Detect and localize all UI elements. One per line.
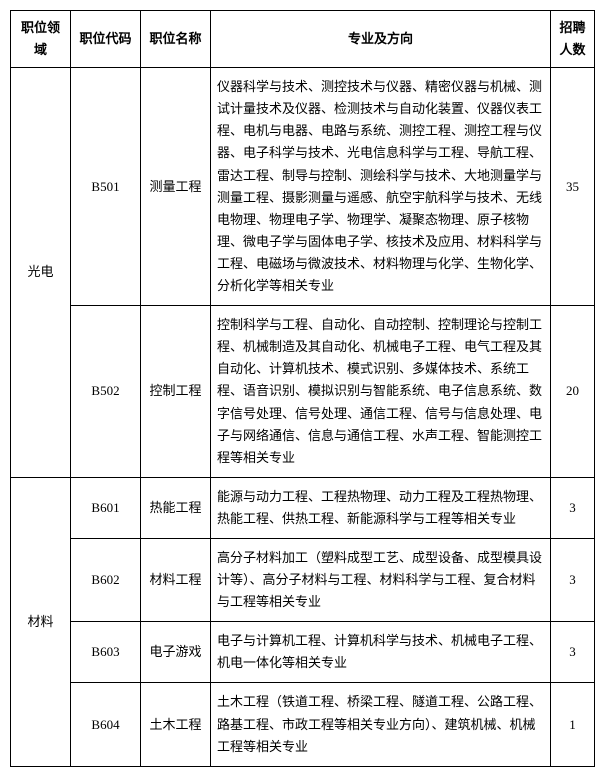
cell-name: 热能工程	[141, 477, 211, 538]
cell-name: 土木工程	[141, 683, 211, 766]
cell-field: 材料	[11, 477, 71, 766]
cell-major: 高分子材料加工（塑料成型工艺、成型设备、成型模具设计等）、高分子材料与工程、材料…	[211, 538, 551, 621]
cell-major: 能源与动力工程、工程热物理、动力工程及工程热物理、热能工程、供热工程、新能源科学…	[211, 477, 551, 538]
header-field: 职位领域	[11, 11, 71, 68]
cell-count: 3	[551, 477, 595, 538]
cell-code: B502	[71, 306, 141, 478]
cell-field: 光电	[11, 68, 71, 478]
header-name: 职位名称	[141, 11, 211, 68]
cell-code: B603	[71, 622, 141, 683]
cell-major: 仪器科学与技术、测控技术与仪器、精密仪器与机械、测试计量技术及仪器、检测技术与自…	[211, 68, 551, 306]
cell-major: 控制科学与工程、自动化、自动控制、控制理论与控制工程、机械制造及其自动化、机械电…	[211, 306, 551, 478]
cell-code: B602	[71, 538, 141, 621]
header-row: 职位领域 职位代码 职位名称 专业及方向 招聘人数	[11, 11, 595, 68]
cell-major: 土木工程（铁道工程、桥梁工程、隧道工程、公路工程、路基工程、市政工程等相关专业方…	[211, 683, 551, 766]
cell-count: 35	[551, 68, 595, 306]
cell-code: B501	[71, 68, 141, 306]
cell-code: B601	[71, 477, 141, 538]
cell-count: 3	[551, 538, 595, 621]
cell-major: 电子与计算机工程、计算机科学与技术、机械电子工程、机电一体化等相关专业	[211, 622, 551, 683]
cell-code: B604	[71, 683, 141, 766]
header-code: 职位代码	[71, 11, 141, 68]
table-row: 光电 B501 测量工程 仪器科学与技术、测控技术与仪器、精密仪器与机械、测试计…	[11, 68, 595, 306]
table-row: B603 电子游戏 电子与计算机工程、计算机科学与技术、机械电子工程、机电一体化…	[11, 622, 595, 683]
cell-name: 控制工程	[141, 306, 211, 478]
header-count: 招聘人数	[551, 11, 595, 68]
cell-count: 3	[551, 622, 595, 683]
cell-name: 测量工程	[141, 68, 211, 306]
cell-name: 电子游戏	[141, 622, 211, 683]
job-table: 职位领域 职位代码 职位名称 专业及方向 招聘人数 光电 B501 测量工程 仪…	[10, 10, 595, 767]
table-row: B602 材料工程 高分子材料加工（塑料成型工艺、成型设备、成型模具设计等）、高…	[11, 538, 595, 621]
header-major: 专业及方向	[211, 11, 551, 68]
table-row: B502 控制工程 控制科学与工程、自动化、自动控制、控制理论与控制工程、机械制…	[11, 306, 595, 478]
cell-count: 20	[551, 306, 595, 478]
table-row: 材料 B601 热能工程 能源与动力工程、工程热物理、动力工程及工程热物理、热能…	[11, 477, 595, 538]
cell-count: 1	[551, 683, 595, 766]
table-row: B604 土木工程 土木工程（铁道工程、桥梁工程、隧道工程、公路工程、路基工程、…	[11, 683, 595, 766]
cell-name: 材料工程	[141, 538, 211, 621]
